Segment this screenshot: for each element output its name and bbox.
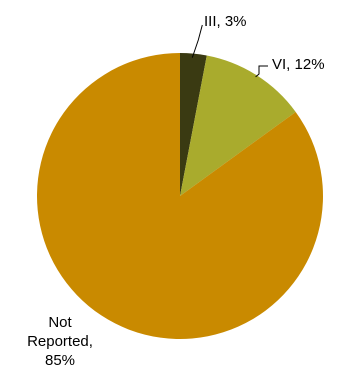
leader-lines xyxy=(191,24,268,78)
pie-slice-iii xyxy=(180,53,207,196)
data-label-iii: III, 3% xyxy=(204,13,247,30)
pie-slices xyxy=(36,52,323,339)
data-label-not-reported: Not Reported, 85% xyxy=(27,314,93,369)
leader-line-vi xyxy=(255,65,268,78)
pie-slice-not-reported xyxy=(36,52,323,339)
leader-line-iii xyxy=(191,24,203,58)
data-labels: III, 3% VI, 12% Not Reported, 85% xyxy=(27,13,324,369)
data-label-vi: VI, 12% xyxy=(272,56,325,73)
pie-slice-vi xyxy=(180,55,296,196)
